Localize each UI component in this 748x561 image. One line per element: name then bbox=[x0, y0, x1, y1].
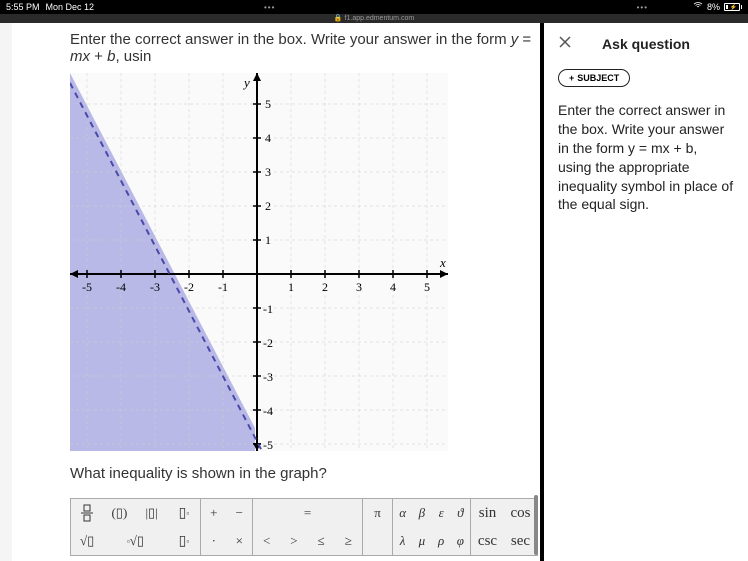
tb-abs[interactable]: |▯| bbox=[136, 499, 168, 527]
tb-phi[interactable]: φ bbox=[451, 527, 470, 555]
plus-icon: + bbox=[569, 73, 574, 83]
prompt-text: Enter the correct answer in the box. Wri… bbox=[558, 101, 734, 214]
question-text: Enter the correct answer in the box. Wri… bbox=[70, 31, 540, 65]
svg-text:2: 2 bbox=[322, 280, 328, 294]
url-bar: 🔒 f1.app.edmentum.com bbox=[0, 14, 748, 23]
svg-text:-4: -4 bbox=[263, 404, 273, 418]
panel-title: Ask question bbox=[602, 36, 690, 52]
tb-lt[interactable]: < bbox=[253, 527, 280, 555]
q-eq: = bbox=[518, 31, 531, 48]
svg-text:4: 4 bbox=[265, 131, 271, 145]
subject-label: SUBJECT bbox=[577, 73, 619, 83]
tb-plus[interactable]: + bbox=[201, 499, 227, 527]
tb-exp[interactable]: ▯▫ bbox=[168, 499, 200, 527]
x-axis-label: x bbox=[439, 255, 446, 270]
tb-beta[interactable]: β bbox=[412, 499, 431, 527]
svg-text:-3: -3 bbox=[150, 280, 160, 294]
svg-text:4: 4 bbox=[390, 280, 396, 294]
tb-sqrt[interactable]: √▯ bbox=[71, 527, 103, 555]
status-bar: 5:55 PM Mon Dec 12 ••• ••• 8% ⚡ bbox=[0, 0, 748, 14]
math-toolbar: (▯) |▯| ▯▫ √▯ ▫√▯ ▯▫ + − · × = < > ≤ ≥ bbox=[70, 498, 538, 556]
tb-eq[interactable]: = bbox=[253, 499, 362, 527]
tb-sin[interactable]: sin bbox=[471, 499, 504, 527]
close-icon bbox=[558, 35, 572, 49]
q-prefix: Enter the correct answer in the box. Wri… bbox=[70, 31, 511, 48]
subject-button[interactable]: + SUBJECT bbox=[558, 69, 630, 87]
tb-empty bbox=[363, 527, 392, 555]
tb-alpha[interactable]: α bbox=[393, 499, 412, 527]
sub-question: What inequality is shown in the graph? bbox=[70, 465, 540, 482]
svg-text:1: 1 bbox=[265, 233, 271, 247]
svg-text:-1: -1 bbox=[218, 280, 228, 294]
tb-eps[interactable]: ε bbox=[432, 499, 451, 527]
svg-text:5: 5 bbox=[424, 280, 430, 294]
svg-text:-4: -4 bbox=[116, 280, 126, 294]
wifi-icon bbox=[693, 2, 703, 12]
tb-theta[interactable]: ϑ bbox=[451, 499, 470, 527]
q-suffix: , usin bbox=[115, 48, 151, 65]
svg-text:-5: -5 bbox=[263, 438, 273, 451]
tb-sub[interactable]: ▯▫ bbox=[168, 527, 200, 555]
status-dots-right: ••• bbox=[637, 3, 648, 12]
graph: -5 -4 -3 -2 -1 1 2 3 4 5 5 4 3 2 1 -1 -2 -3 -4 -5 x y bbox=[70, 73, 448, 451]
url-text: f1.app.edmentum.com bbox=[345, 14, 415, 23]
tb-frac[interactable] bbox=[71, 499, 103, 527]
battery-icon: ⚡ bbox=[724, 3, 742, 11]
x-arrow-right bbox=[440, 270, 448, 278]
tb-times[interactable]: × bbox=[227, 527, 253, 555]
tb-cos[interactable]: cos bbox=[504, 499, 537, 527]
tb-lambda[interactable]: λ bbox=[393, 527, 412, 555]
status-date: Mon Dec 12 bbox=[46, 2, 95, 12]
svg-text:-2: -2 bbox=[263, 336, 273, 350]
svg-text:2: 2 bbox=[265, 199, 271, 213]
svg-text:-5: -5 bbox=[82, 280, 92, 294]
scrollbar-thumb[interactable] bbox=[534, 495, 538, 555]
svg-text:-3: -3 bbox=[263, 370, 273, 384]
tb-mu[interactable]: μ bbox=[412, 527, 431, 555]
status-dots-left: ••• bbox=[264, 3, 275, 12]
tb-paren[interactable]: (▯) bbox=[103, 499, 135, 527]
graph-svg: -5 -4 -3 -2 -1 1 2 3 4 5 5 4 3 2 1 -1 -2 -3 -4 -5 x y bbox=[70, 73, 448, 451]
svg-text:-1: -1 bbox=[263, 302, 273, 316]
battery-pct: 8% bbox=[707, 2, 720, 12]
status-time: 5:55 PM bbox=[6, 2, 40, 12]
svg-text:5: 5 bbox=[265, 97, 271, 111]
tb-sec[interactable]: sec bbox=[504, 527, 537, 555]
question-panel: Enter the correct answer in the box. Wri… bbox=[0, 23, 540, 561]
tb-ge[interactable]: ≥ bbox=[335, 527, 362, 555]
tb-gt[interactable]: > bbox=[280, 527, 307, 555]
tb-minus[interactable]: − bbox=[227, 499, 253, 527]
svg-text:3: 3 bbox=[265, 165, 271, 179]
svg-text:3: 3 bbox=[356, 280, 362, 294]
tb-pi[interactable]: π bbox=[363, 499, 392, 527]
q-mx: mx bbox=[70, 48, 90, 65]
lock-icon: 🔒 bbox=[334, 14, 343, 23]
y-axis-label: y bbox=[242, 75, 250, 90]
tb-le[interactable]: ≤ bbox=[308, 527, 335, 555]
tb-csc[interactable]: csc bbox=[471, 527, 504, 555]
svg-text:1: 1 bbox=[288, 280, 294, 294]
q-plus: + bbox=[90, 48, 107, 65]
tb-dot[interactable]: · bbox=[201, 527, 227, 555]
svg-text:-2: -2 bbox=[184, 280, 194, 294]
tb-nsqrt[interactable]: ▫√▯ bbox=[103, 527, 168, 555]
ask-question-panel: Ask question + SUBJECT Enter the correct… bbox=[540, 23, 748, 561]
close-button[interactable] bbox=[558, 33, 572, 54]
tb-rho[interactable]: ρ bbox=[432, 527, 451, 555]
y-arrow-up bbox=[253, 73, 261, 81]
